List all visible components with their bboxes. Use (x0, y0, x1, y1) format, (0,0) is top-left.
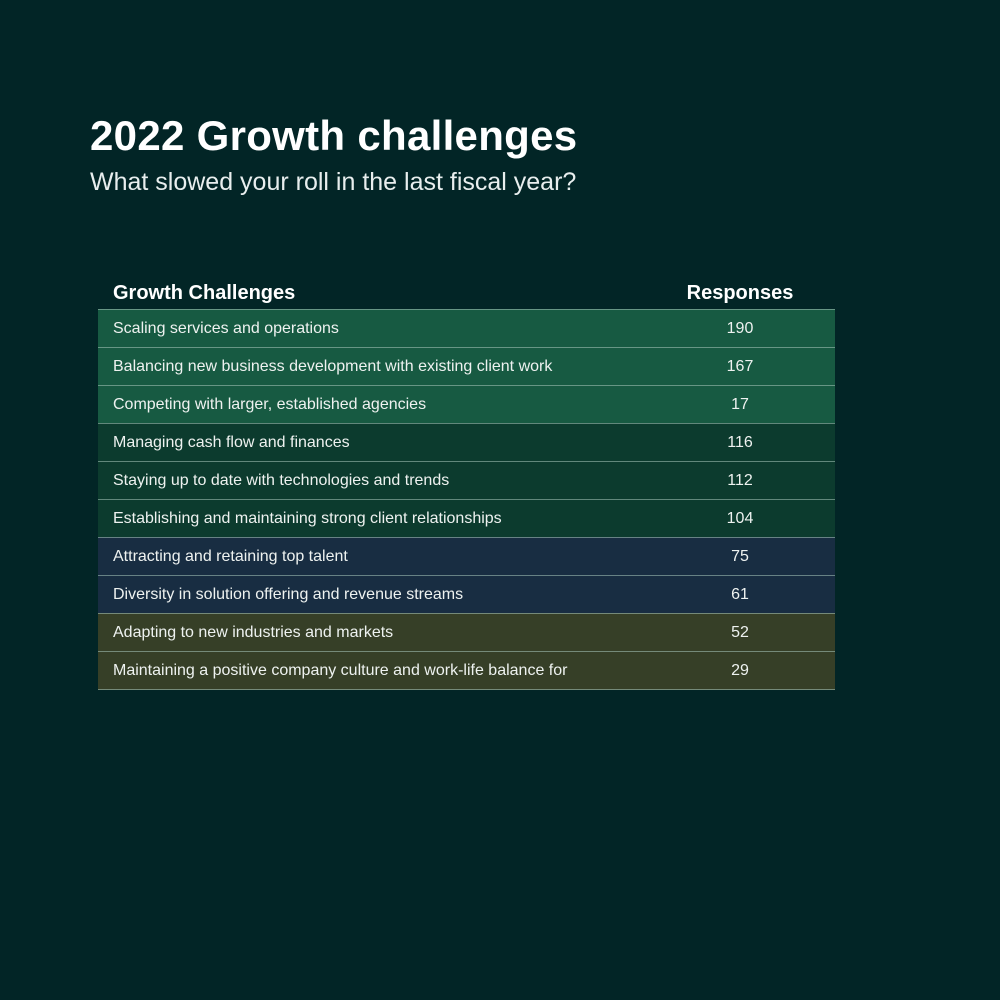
challenge-label: Diversity in solution offering and reven… (113, 585, 464, 603)
responses-value: 75 (731, 547, 749, 565)
table-header: Growth Challenges Responses (98, 278, 835, 309)
challenge-label: Competing with larger, established agenc… (113, 395, 427, 413)
challenge-label: Managing cash flow and finances (113, 433, 350, 451)
table-row: Diversity in solution offering and reven… (98, 575, 835, 613)
table-row: Managing cash flow and finances 116 (98, 423, 835, 461)
responses-value: 61 (731, 585, 749, 603)
table-row: Attracting and retaining top talent 75 (98, 537, 835, 575)
header-responses: Responses (686, 282, 794, 304)
table-row: Establishing and maintaining strong clie… (98, 499, 835, 537)
table-row: Adapting to new industries and markets 52 (98, 613, 835, 651)
responses-value: 190 (726, 319, 754, 337)
table-row: Maintaining a positive company culture a… (98, 651, 835, 690)
table-row: Balancing new business development with … (98, 347, 835, 385)
responses-value: 112 (727, 471, 753, 489)
responses-value: 17 (731, 395, 749, 413)
responses-value: 167 (726, 357, 754, 375)
table-row: Competing with larger, established agenc… (98, 385, 835, 423)
growth-challenges-table: Growth Challenges Responses Scaling serv… (98, 278, 835, 690)
page-title: 2022 Growth challenges (90, 112, 578, 159)
responses-value: 116 (727, 433, 753, 451)
table-body: Scaling services and operations 190 Balanc… (98, 309, 835, 690)
challenge-label: Attracting and retaining top talent (113, 547, 348, 565)
challenge-label: Balancing new business development with … (113, 357, 553, 375)
challenge-label: Establishing and maintaining strong clie… (113, 509, 502, 527)
challenge-label: Staying up to date with technologies and… (113, 471, 450, 489)
table-row: Scaling services and operations 190 (98, 309, 835, 347)
responses-value: 104 (726, 509, 754, 527)
table-row: Staying up to date with technologies and… (98, 461, 835, 499)
header-challenges: Growth Challenges (113, 282, 296, 304)
page-subtitle: What slowed your roll in the last fiscal… (90, 168, 577, 196)
responses-value: 29 (731, 661, 749, 679)
challenge-label: Scaling services and operations (113, 319, 339, 337)
challenge-label: Adapting to new industries and markets (113, 623, 394, 641)
challenge-label: Maintaining a positive company culture a… (113, 661, 568, 679)
responses-value: 52 (731, 623, 749, 641)
